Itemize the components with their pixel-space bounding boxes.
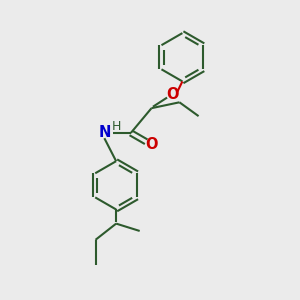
Text: H: H bbox=[112, 120, 121, 133]
Text: O: O bbox=[145, 137, 158, 152]
Text: N: N bbox=[98, 125, 110, 140]
Text: O: O bbox=[166, 87, 178, 102]
